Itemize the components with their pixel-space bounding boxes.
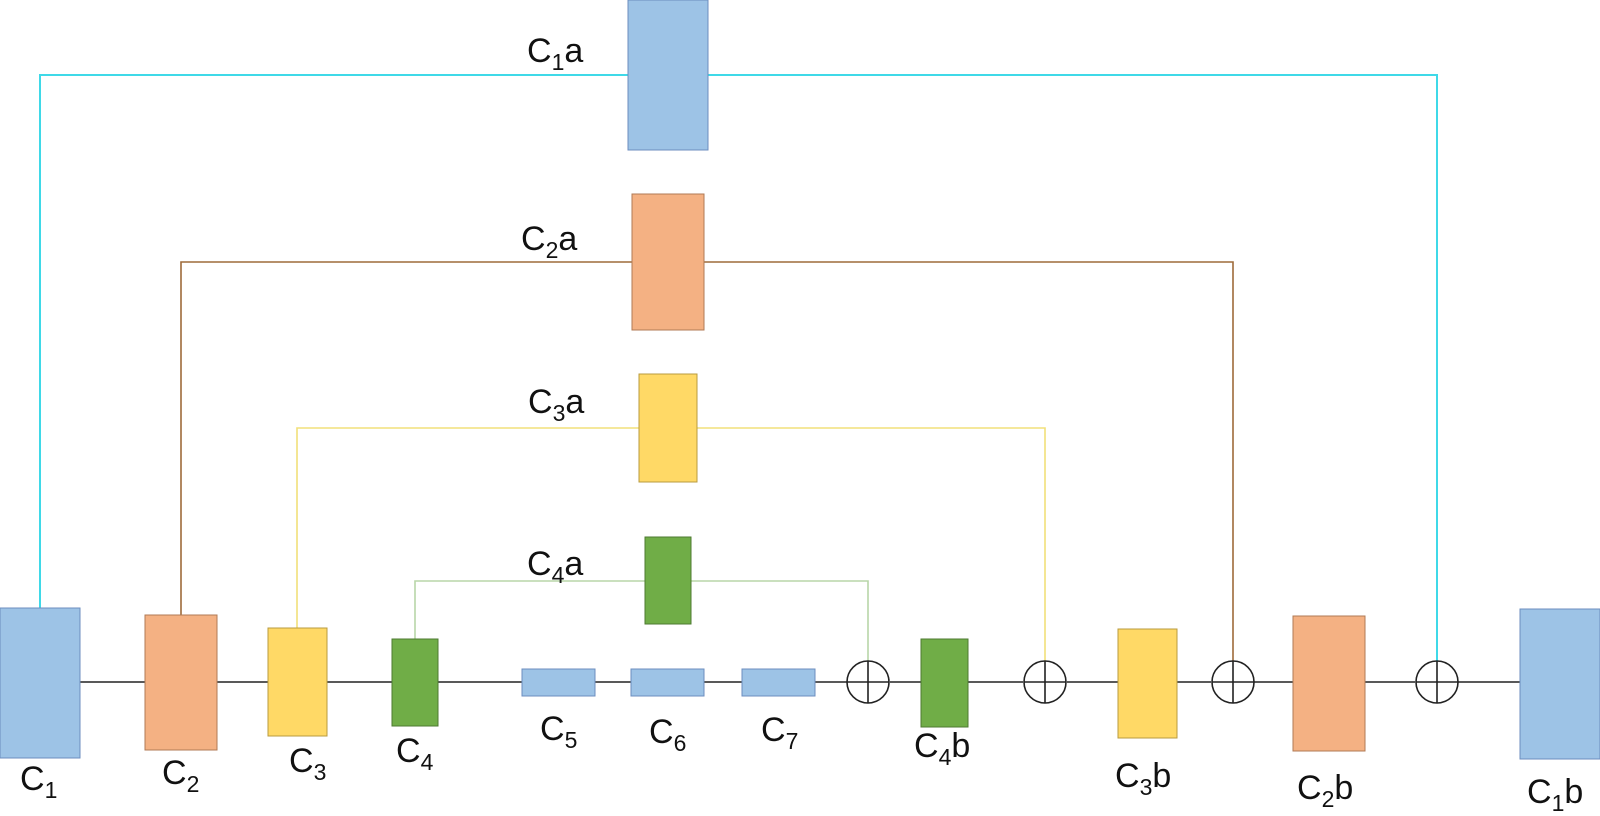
block-c3a: [638, 373, 698, 483]
skip-connection-c2: [180, 261, 1234, 682]
block-c4a: [644, 536, 692, 625]
block-c5: [521, 668, 596, 697]
label-c2a: C2a: [521, 220, 577, 263]
block-c1b: [1519, 608, 1600, 760]
add-node-c4: [846, 660, 890, 704]
label-c1a: C1a: [527, 32, 583, 75]
add-node-c2: [1211, 660, 1255, 704]
label-c3a: C3a: [528, 383, 584, 426]
block-c4b: [920, 638, 969, 728]
skip-connection-c1: [39, 74, 1438, 682]
block-c6: [630, 668, 705, 697]
block-c2a: [631, 193, 705, 331]
label-c6: C6: [649, 713, 686, 756]
block-c7: [741, 668, 816, 697]
label-c1b: C1b: [1527, 773, 1583, 811]
label-c2: C2: [162, 754, 199, 797]
label-c4a: C4a: [527, 545, 583, 588]
label-c1: C1: [20, 760, 57, 803]
block-c2b: [1292, 615, 1366, 752]
label-c2b: C2b: [1297, 769, 1353, 811]
add-node-c1: [1415, 660, 1459, 704]
block-c3: [267, 627, 328, 737]
block-c1: [0, 607, 81, 759]
block-c1a: [627, 0, 709, 151]
label-c3: C3: [289, 742, 326, 785]
label-c4: C4: [396, 732, 434, 775]
add-node-c3: [1023, 660, 1067, 704]
block-c2: [144, 614, 218, 751]
label-c5: C5: [540, 710, 577, 753]
label-c7: C7: [761, 711, 798, 754]
skip-connection-c4: [414, 580, 869, 682]
label-c3b: C3b: [1115, 757, 1171, 800]
label-c4b: C4b: [914, 727, 970, 770]
block-c3b: [1117, 628, 1178, 739]
block-c4: [391, 638, 439, 727]
